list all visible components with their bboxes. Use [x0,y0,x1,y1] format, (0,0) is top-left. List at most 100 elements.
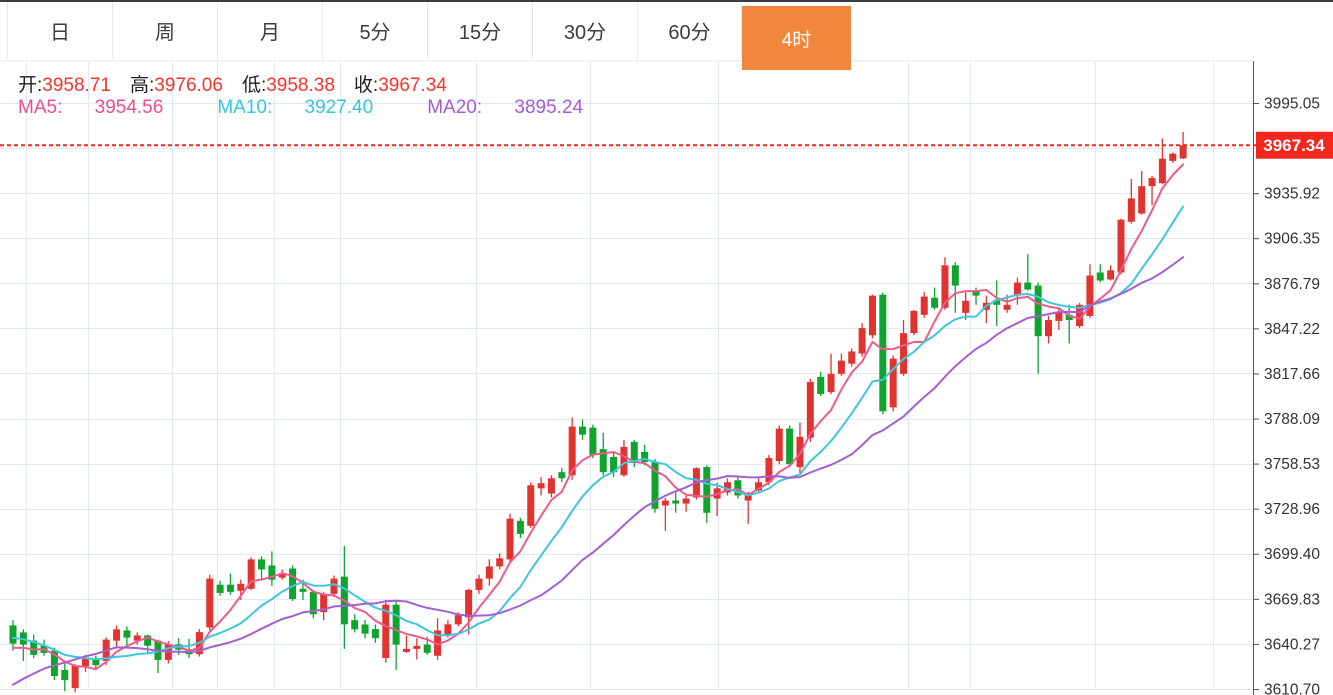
candle-32[interactable] [340,546,348,649]
tab-日[interactable]: 日 [7,2,112,59]
candle-25[interactable] [268,551,276,586]
candle-19[interactable] [206,574,214,631]
tab-周[interactable]: 周 [112,2,217,59]
candle-88[interactable] [920,292,928,318]
candle-8[interactable] [92,655,100,671]
y-axis-label: 3817.66 [1264,366,1320,383]
candle-2[interactable] [30,634,38,658]
candle-86[interactable] [900,320,908,376]
candle-71[interactable] [744,491,752,524]
candle-58[interactable] [610,452,618,478]
candle-63[interactable] [661,497,669,531]
candle-84[interactable] [879,292,887,415]
candle-38[interactable] [402,635,410,653]
candle-33[interactable] [351,614,359,633]
candle-109[interactable] [1138,170,1146,215]
candle-59[interactable] [620,439,628,477]
y-axis-label: 3640.27 [1264,636,1320,653]
candle-39[interactable] [413,638,421,660]
candle-92[interactable] [962,292,970,321]
candle-110[interactable] [1148,175,1156,206]
candle-75[interactable] [786,425,794,468]
candle-56[interactable] [589,424,597,459]
candle-107[interactable] [1117,218,1125,275]
candle-17[interactable] [185,638,193,659]
candle-20[interactable] [216,580,224,596]
candle-112[interactable] [1169,152,1177,163]
candle-87[interactable] [910,309,918,336]
candle-30[interactable] [320,591,328,621]
candle-26[interactable] [278,569,286,580]
candle-24[interactable] [258,556,266,579]
candle-80[interactable] [837,353,845,376]
candle-11[interactable] [123,626,131,646]
candle-65[interactable] [682,494,690,512]
candle-10[interactable] [113,625,121,649]
candle-62[interactable] [651,459,659,513]
candle-64[interactable] [672,492,680,513]
candle-73[interactable] [765,454,773,486]
candle-91[interactable] [951,262,959,313]
candle-97[interactable] [1013,277,1021,305]
candle-78[interactable] [817,371,825,397]
candle-51[interactable] [537,477,545,496]
candle-77[interactable] [806,378,814,442]
candle-68[interactable] [713,482,721,517]
tab-5分[interactable]: 5分 [322,2,427,59]
tab-60分[interactable]: 60分 [637,2,742,59]
tab-30分[interactable]: 30分 [532,2,637,59]
candle-3[interactable] [40,639,48,656]
candle-12[interactable] [133,632,141,645]
candle-85[interactable] [889,355,897,412]
candle-69[interactable] [723,478,731,496]
candle-67[interactable] [703,465,711,523]
candle-1[interactable] [19,629,27,661]
tab-月[interactable]: 月 [217,2,322,59]
candle-21[interactable] [226,573,234,595]
tab-15分[interactable]: 15分 [427,2,532,59]
candle-29[interactable] [309,589,317,619]
candle-48[interactable] [506,513,514,564]
candle-83[interactable] [868,294,876,339]
candle-81[interactable] [848,348,856,367]
candle-37[interactable] [392,601,400,671]
candle-14[interactable] [154,639,162,674]
candle-105[interactable] [1096,264,1104,283]
candle-95[interactable] [993,280,1001,327]
candle-41[interactable] [434,618,442,660]
candle-70[interactable] [734,477,742,499]
candle-52[interactable] [547,475,555,498]
candle-27[interactable] [289,565,297,602]
candle-46[interactable] [485,559,493,586]
candle-49[interactable] [516,517,524,539]
candle-98[interactable] [1024,254,1032,291]
candle-74[interactable] [775,425,783,465]
candle-0[interactable] [9,620,17,651]
candle-102[interactable] [1065,304,1073,344]
candle-100[interactable] [1045,315,1052,344]
candle-35[interactable] [371,624,379,643]
candle-79[interactable] [827,353,835,395]
candle-53[interactable] [558,468,566,483]
candle-47[interactable] [496,553,504,570]
candle-5[interactable] [61,662,69,692]
candle-34[interactable] [361,619,369,639]
candle-82[interactable] [858,323,866,357]
tab-4时[interactable]: 4时 [742,6,851,70]
candle-104[interactable] [1086,264,1094,318]
candle-106[interactable] [1107,265,1115,281]
candle-44[interactable] [465,588,473,635]
candle-6[interactable] [71,664,79,693]
candle-4[interactable] [50,647,58,681]
candle-55[interactable] [579,419,587,440]
candle-61[interactable] [641,444,649,466]
candle-90[interactable] [941,257,949,310]
candle-45[interactable] [475,574,483,594]
candle-31[interactable] [330,575,338,597]
candle-50[interactable] [527,482,535,528]
candle-108[interactable] [1127,179,1135,224]
candle-72[interactable] [755,478,763,494]
candle-23[interactable] [247,557,255,590]
candle-89[interactable] [931,287,939,310]
